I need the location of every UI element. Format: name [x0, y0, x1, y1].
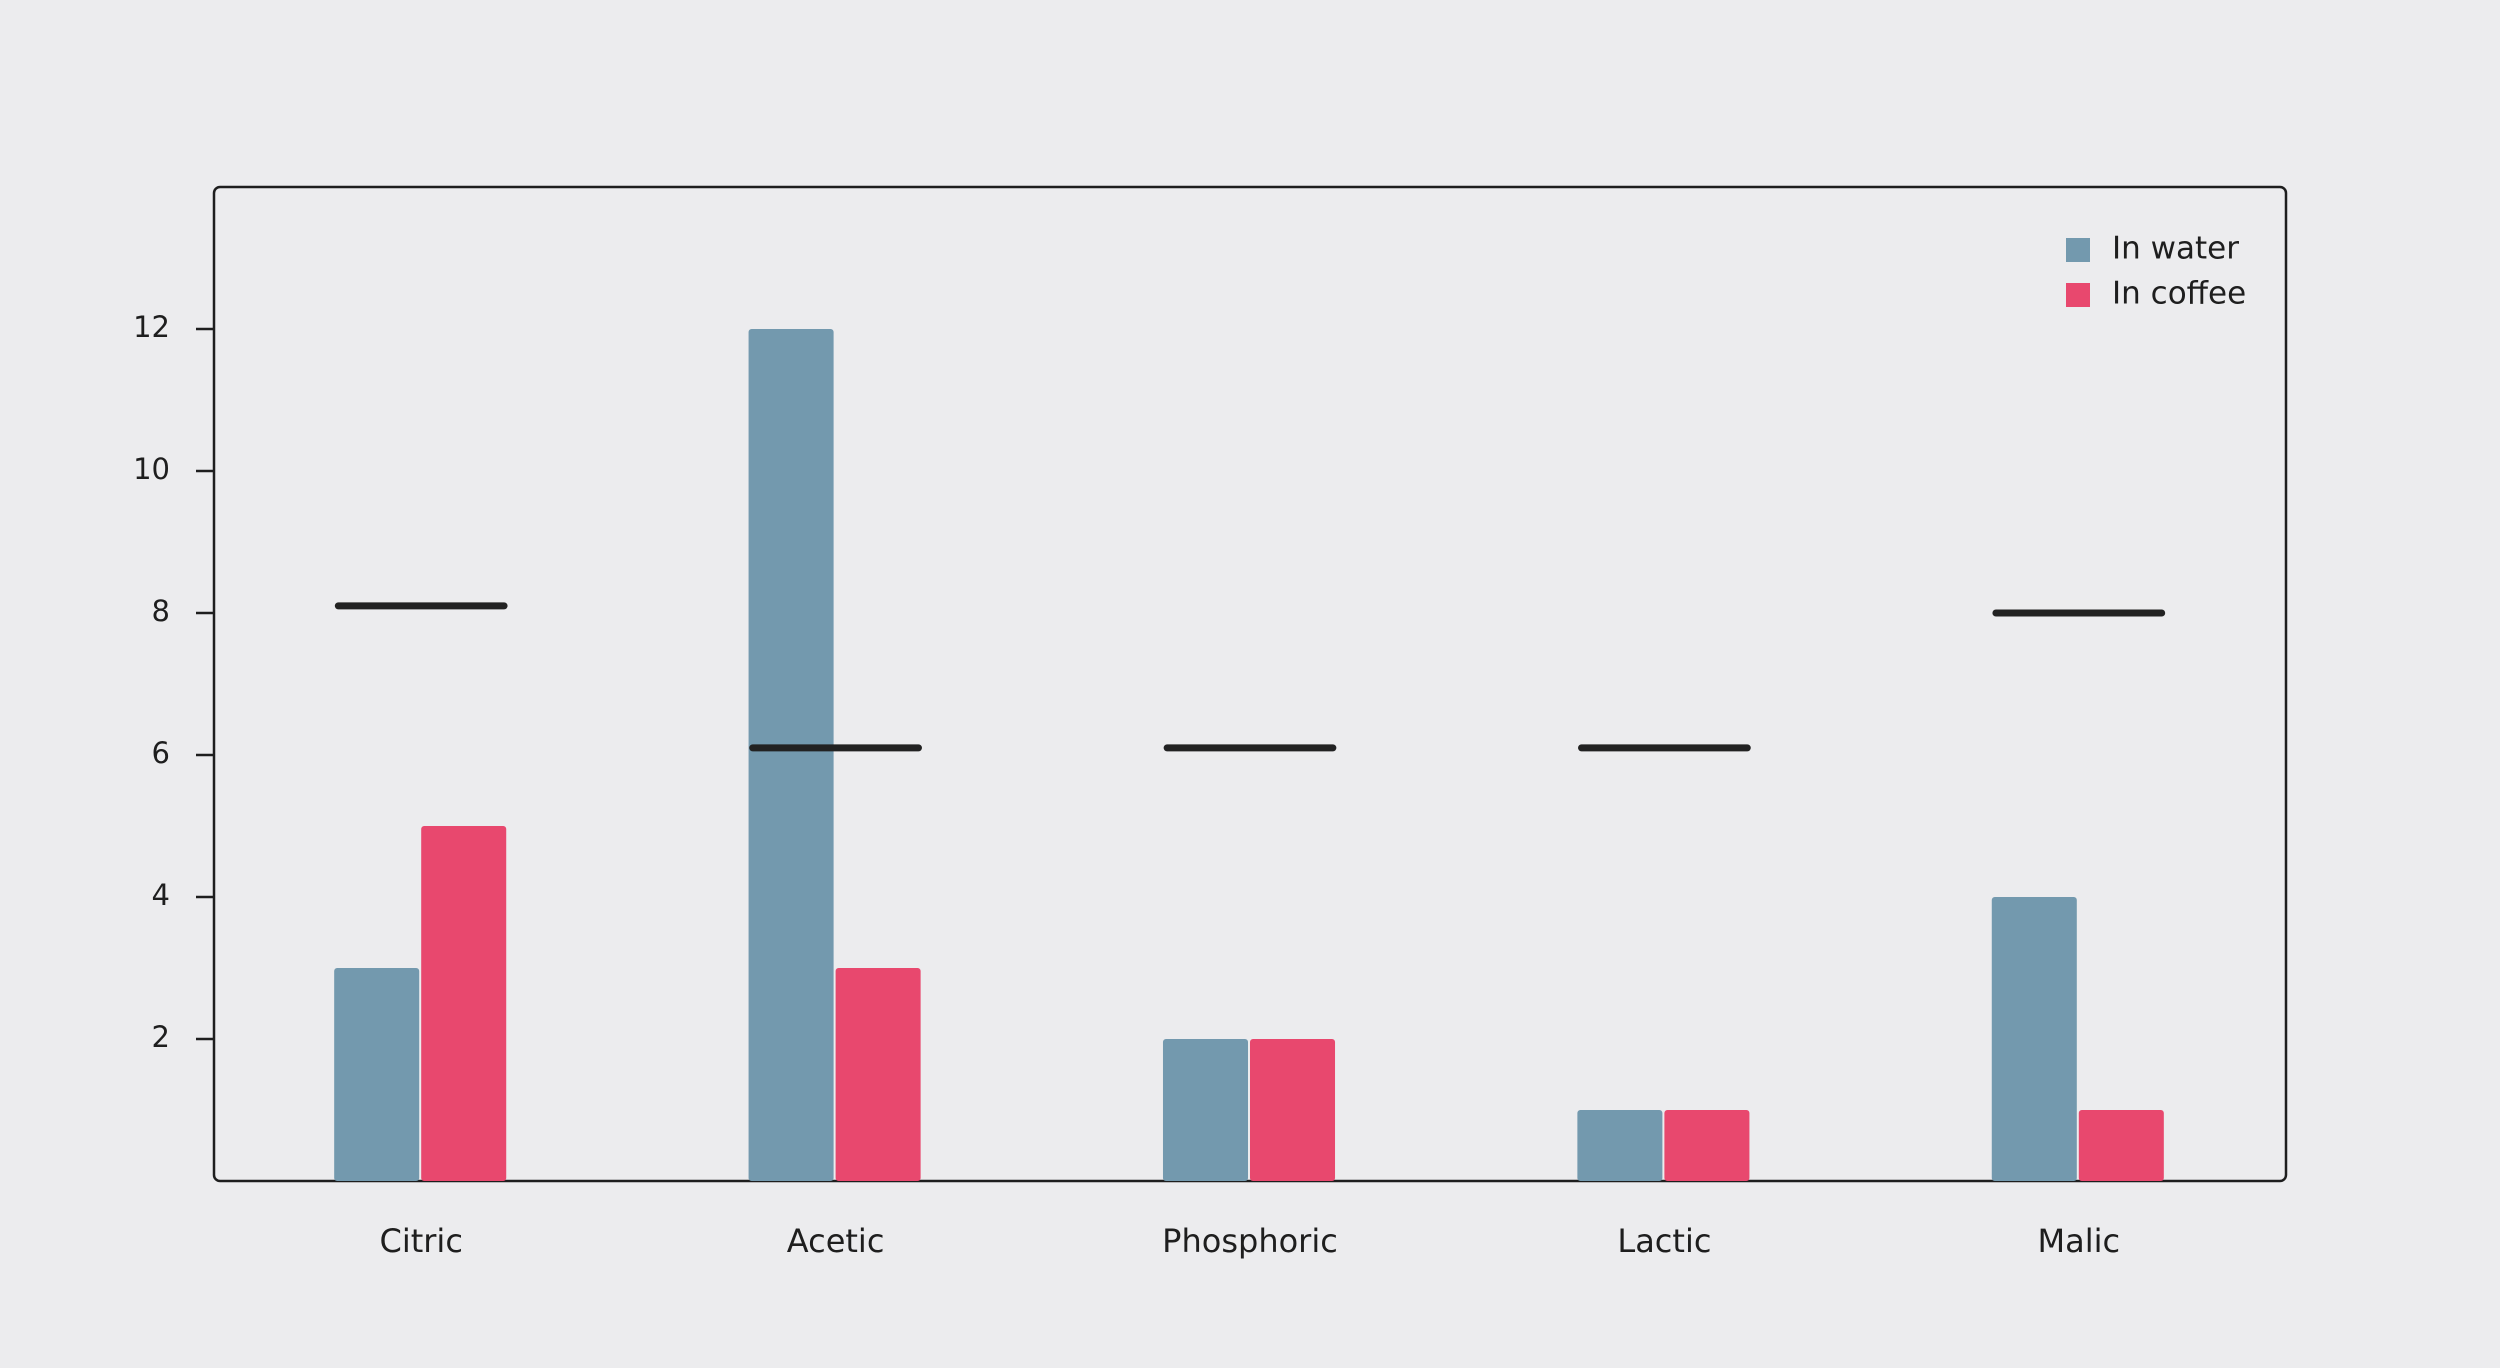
legend-label: In coffee	[2112, 276, 2246, 312]
x-tick-label: Phosphoric	[1162, 1222, 1338, 1260]
y-tick-label: 2	[152, 1020, 170, 1054]
y-tick-label: 8	[152, 594, 170, 628]
bar	[1991, 897, 2077, 1181]
bar	[2078, 1110, 2164, 1181]
x-tick-label: Malic	[2038, 1222, 2121, 1260]
bar	[1162, 1039, 1248, 1181]
y-tick-label: 6	[152, 736, 170, 770]
bar	[334, 968, 420, 1181]
x-tick-label: Acetic	[787, 1222, 885, 1260]
plot-frame	[212, 185, 2288, 1183]
legend-swatch	[2066, 238, 2090, 262]
y-tick-label: 10	[133, 452, 170, 486]
bar	[1577, 1110, 1663, 1181]
legend-label: In water	[2112, 231, 2239, 267]
bar	[748, 329, 834, 1181]
y-tick-label: 12	[133, 310, 170, 344]
x-tick-label: Citric	[379, 1222, 462, 1260]
y-tick-label: 4	[152, 878, 170, 912]
bar	[1250, 1039, 1336, 1181]
bar	[1664, 1110, 1750, 1181]
legend-swatch	[2066, 283, 2090, 307]
x-tick-label: Lactic	[1617, 1222, 1711, 1260]
bar	[421, 826, 507, 1181]
bar	[835, 968, 921, 1181]
